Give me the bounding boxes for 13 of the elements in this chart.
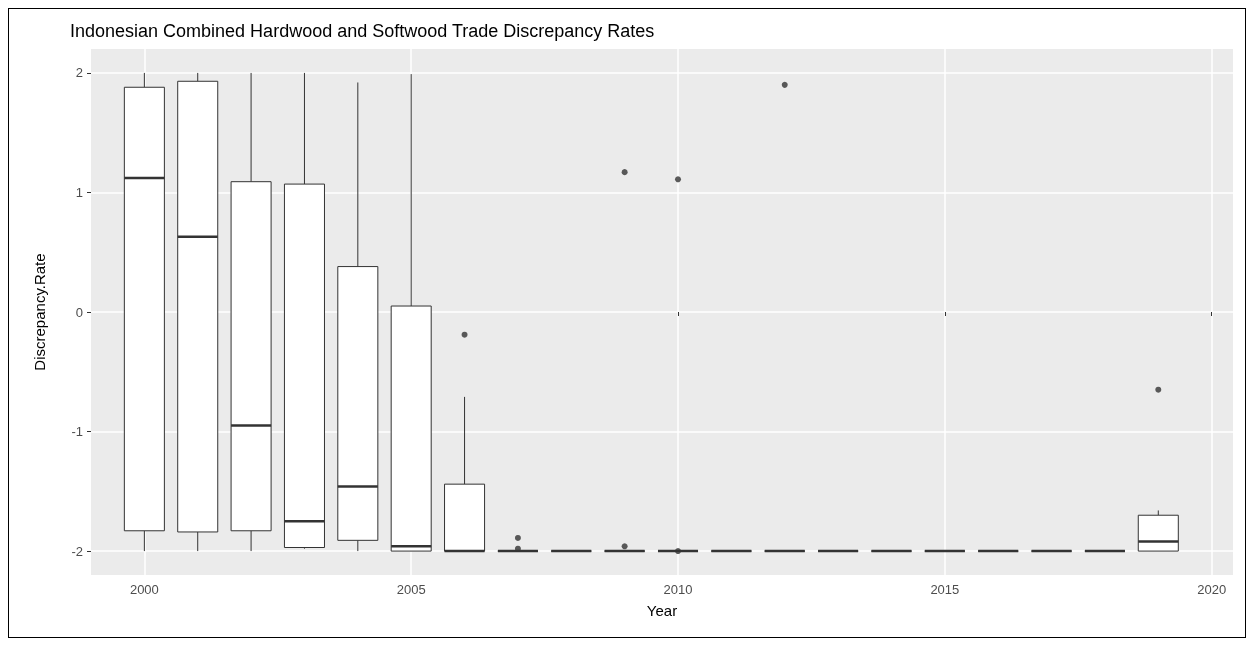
x-tick-label: 2005 xyxy=(396,582,426,597)
y-tick-label: -2 xyxy=(71,543,83,559)
x-tick-label: 2000 xyxy=(129,582,159,597)
y-tick-label: 1 xyxy=(75,184,83,200)
y-tick-label: 0 xyxy=(75,304,83,320)
y-tick-label: -1 xyxy=(71,424,83,440)
y-tick-label: 2 xyxy=(75,65,83,81)
x-tick-label: 2020 xyxy=(1197,582,1227,597)
x-axis-title: Year xyxy=(646,602,678,619)
x-tick-label: 2015 xyxy=(930,582,960,597)
x-tick-label: 2010 xyxy=(663,582,693,597)
y-axis-title: Discrepancy.Rate xyxy=(31,253,48,371)
chart-title: Indonesian Combined Hardwood and Softwood Trade Discrepancy Rates xyxy=(70,21,655,41)
